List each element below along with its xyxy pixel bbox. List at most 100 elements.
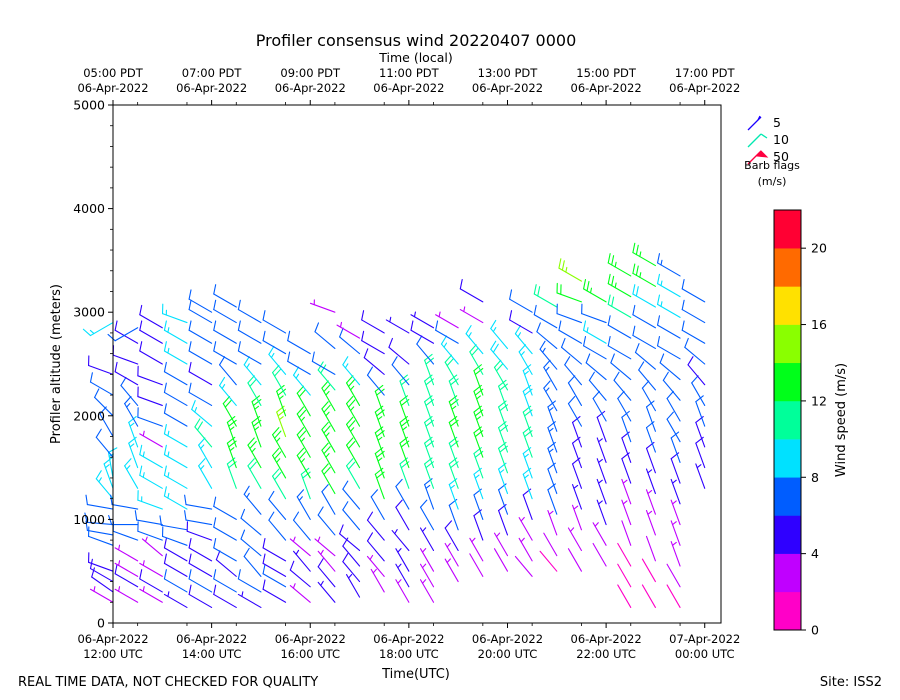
barb-feather (543, 380, 551, 389)
barb-feather (376, 388, 385, 396)
barb-shaft (163, 371, 188, 386)
barb-half-feather (468, 332, 472, 338)
wind-barb (613, 371, 632, 401)
barb-shaft (543, 532, 558, 557)
wind-barb (141, 536, 163, 557)
colorbar-tick-label: 12 (811, 393, 827, 408)
wind-barb (268, 345, 287, 375)
barb-half-feather (647, 490, 653, 495)
barb-feather (107, 333, 116, 342)
barb-half-feather (622, 500, 628, 505)
barb-feather (272, 468, 280, 477)
barb-shaft (391, 364, 410, 386)
barb-shaft (613, 379, 632, 401)
wind-barb (621, 478, 632, 505)
barb-shaft (498, 489, 509, 515)
wind-barb (695, 395, 706, 427)
wind-barb (163, 465, 188, 489)
barb-feather (243, 356, 250, 366)
barb-half-feather (639, 272, 642, 278)
wind-barb (342, 553, 361, 583)
barb-feather (687, 356, 694, 366)
barb-half-feather (144, 536, 148, 543)
wind-barb (272, 364, 287, 396)
barb-shaft (638, 369, 656, 391)
wind-barb (321, 484, 336, 515)
barb-half-feather (569, 527, 575, 532)
barb-half-feather (548, 510, 554, 515)
wind-barb (247, 375, 262, 406)
barb-feather (348, 420, 356, 429)
barb-feather (95, 428, 102, 438)
barb-shaft (237, 309, 262, 324)
barb-half-feather (451, 405, 457, 410)
wind-barb (592, 542, 607, 567)
barb-half-feather (89, 329, 95, 335)
barb-shaft (695, 401, 706, 427)
barb-shaft (262, 562, 287, 577)
wind-barb (163, 403, 188, 427)
barb-feather (85, 520, 88, 531)
legend-barb-flag (756, 150, 769, 158)
barb-shaft (287, 340, 311, 355)
barb-shaft (645, 447, 656, 474)
barb-half-feather (421, 527, 427, 532)
barb-shaft (395, 506, 410, 531)
barb-half-feather (598, 438, 603, 443)
wind-barb (272, 468, 287, 500)
barb-feather (509, 310, 513, 321)
barb-feather (139, 569, 143, 580)
barb-half-feather (524, 474, 529, 479)
wind-barb (444, 542, 459, 567)
barb-feather (321, 401, 329, 410)
barb-feather (583, 278, 587, 290)
barb-half-feather (348, 573, 353, 579)
wind-barb (522, 364, 533, 396)
barb-shaft (395, 485, 410, 510)
y-axis-ticks: 0 1000 2000 3000 4000 5000 (73, 98, 113, 631)
wind-barb (296, 427, 311, 458)
barb-feather (533, 284, 537, 295)
wind-barb (346, 437, 361, 469)
barb-feather (194, 418, 201, 428)
barb-feather (533, 304, 537, 316)
barb-shaft (536, 331, 558, 350)
wind-barb (188, 537, 213, 562)
barb-feather (213, 537, 217, 549)
wind-barb (213, 517, 237, 541)
wind-barb (317, 558, 336, 588)
wind-barb (272, 447, 287, 479)
barb-feather (536, 322, 541, 333)
wind-barb (346, 375, 361, 406)
barb-shaft (670, 458, 681, 484)
barb-shaft (114, 327, 139, 342)
barb-feather (163, 569, 167, 580)
barb-shaft (681, 309, 706, 324)
barb-shaft (342, 488, 361, 510)
wind-barb (645, 489, 656, 515)
barb-half-feather (438, 311, 441, 318)
barb-half-feather (167, 492, 170, 499)
barb-half-feather (129, 422, 135, 427)
wind-barb (556, 303, 583, 324)
barb-half-feather (142, 451, 145, 458)
barb-shaft (666, 397, 681, 422)
barb-half-feather (167, 472, 170, 478)
wind-barb (444, 354, 459, 386)
barb-shaft (662, 379, 681, 401)
barb-feather (188, 553, 192, 564)
barb-shaft (137, 375, 163, 386)
wind-barb (581, 303, 607, 324)
barb-half-feather (229, 426, 235, 431)
barb-shaft (314, 331, 336, 350)
barb-half-feather (167, 430, 170, 437)
barb-shaft (567, 403, 583, 427)
barb-shaft (112, 354, 139, 365)
barb-half-feather (278, 395, 284, 400)
barb-half-feather (446, 558, 451, 564)
wind-barb (539, 550, 558, 572)
wind-barb (114, 586, 139, 603)
barb-shaft (95, 436, 114, 458)
barb-half-feather (573, 505, 579, 510)
barb-shaft (237, 578, 262, 593)
